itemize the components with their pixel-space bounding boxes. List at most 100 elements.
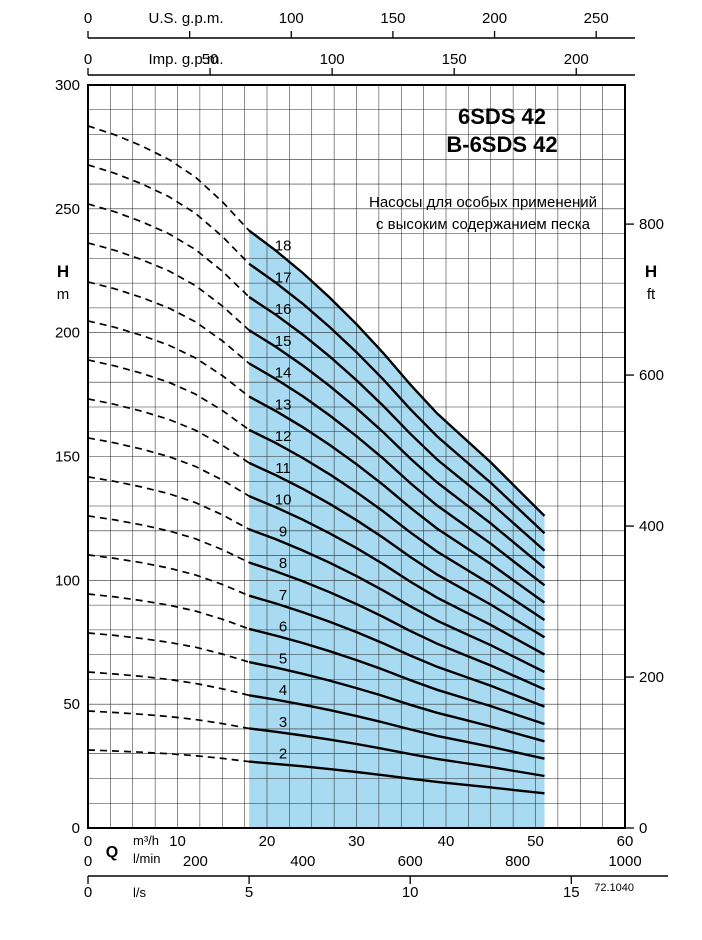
tick-label: 10: [169, 833, 186, 850]
pump-curve-stage-10-solid: [248, 494, 546, 656]
pump-curve-stage-18-solid: [248, 229, 546, 517]
stage-label-15: 15: [275, 333, 292, 350]
pump-curve-stage-14-dashed: [87, 281, 250, 365]
tick-label: 400: [290, 853, 315, 870]
tick-label: 60: [617, 833, 634, 850]
stage-label-10: 10: [275, 492, 292, 509]
pump-curve-stage-7-dashed: [87, 554, 250, 597]
tick-label: 10: [402, 884, 419, 901]
pump-curve-stage-17-dashed: [87, 164, 250, 265]
tick-label: 50: [527, 833, 544, 850]
stage-label-12: 12: [275, 428, 292, 445]
tick-label: 150: [55, 449, 80, 466]
pump-curve-stage-9-dashed: [87, 476, 250, 531]
stage-label-13: 13: [275, 396, 292, 413]
tick-label: 0: [84, 833, 92, 850]
stage-label-8: 8: [279, 555, 287, 572]
top-axis-imp-gpm-title: Imp. g.p.m.: [148, 51, 223, 68]
flow-unit-lmin: l/min: [133, 851, 160, 866]
tick-label: 100: [279, 10, 304, 27]
pump-curve-stage-18-dashed: [87, 125, 250, 232]
tick-label: 50: [202, 51, 219, 68]
pump-curve-stage-13-dashed: [87, 320, 250, 398]
tick-label: 200: [639, 669, 664, 686]
flow-unit-m3h: m³/h: [133, 833, 159, 848]
drawing-code: 72.1040: [594, 882, 634, 894]
pump-curve-stage-4-solid: [248, 694, 545, 760]
chart-subtitle-line2: с высоким содержанием песка: [376, 216, 591, 233]
pump-curve-stage-16-solid: [248, 296, 546, 552]
chart-subtitle-line1: Насосы для особых применений: [369, 194, 597, 211]
tick-label: 0: [639, 820, 647, 837]
stage-label-9: 9: [279, 523, 287, 540]
tick-label: 250: [584, 10, 609, 27]
pump-curve-stage-8-dashed: [87, 515, 250, 564]
stage-label-6: 6: [279, 619, 287, 636]
left-axis-unit: m: [57, 286, 70, 303]
flow-unit-ls: l/s: [133, 885, 147, 900]
chart-title-line1: 6SDS 42: [458, 104, 546, 129]
pump-curve-stage-7-solid: [248, 594, 545, 708]
tick-label: 30: [348, 833, 365, 850]
stage-labels-layer: 2 3 4 5 6 7 8 9 10 11 12 13 14 15 16 17 18: [275, 238, 292, 763]
operating-range-layer: [249, 230, 545, 829]
chart-title-line2: B-6SDS 42: [446, 132, 557, 157]
operating-range-band: [249, 230, 545, 829]
tick-label: 600: [639, 367, 664, 384]
tick-label: 400: [639, 518, 664, 535]
tick-label: 600: [398, 853, 423, 870]
pump-curve-stage-13-solid: [248, 395, 546, 604]
tick-label: 0: [84, 51, 92, 68]
tick-label: 150: [442, 51, 467, 68]
border-layer: [87, 84, 626, 829]
pump-curve-stage-17-solid: [248, 262, 546, 535]
stage-label-17: 17: [275, 269, 292, 286]
pump-curve-stage-5-solid: [248, 660, 545, 743]
tick-label: 200: [183, 853, 208, 870]
pump-curve-stage-15-solid: [248, 329, 546, 569]
tick-label: 0: [84, 10, 92, 27]
tick-label: 100: [55, 572, 80, 589]
pump-curve-stage-5-dashed: [87, 632, 250, 663]
pump-curve-stage-3-dashed: [87, 710, 250, 730]
pump-curve-stage-9-solid: [248, 528, 546, 674]
tick-label: 15: [563, 884, 580, 901]
tick-label: 0: [84, 884, 92, 901]
pump-curve-stage-4-dashed: [87, 671, 250, 697]
tick-label: 250: [55, 201, 80, 218]
flow-axis-symbol: Q: [106, 844, 118, 861]
pump-curve-stage-2-dashed: [87, 749, 250, 763]
stage-label-5: 5: [279, 650, 287, 667]
stage-label-4: 4: [279, 682, 287, 699]
pump-curve-stage-12-solid: [248, 428, 546, 621]
pump-curve-stage-2-solid: [248, 760, 545, 795]
tick-label: 40: [438, 833, 455, 850]
tick-label: 300: [55, 77, 80, 94]
pump-curve-stage-11-solid: [248, 461, 546, 639]
tick-label: 800: [505, 853, 530, 870]
tick-label: 5: [245, 884, 253, 901]
pump-curve-stage-6-solid: [248, 627, 545, 726]
pump-curve-stage-15-dashed: [87, 242, 250, 331]
stage-label-3: 3: [279, 714, 287, 731]
tick-label: 200: [564, 51, 589, 68]
stage-label-14: 14: [275, 365, 292, 382]
tick-label: 0: [84, 853, 92, 870]
tick-label: 800: [639, 216, 664, 233]
stage-label-11: 11: [275, 460, 291, 477]
top-axis-us-gpm-title: U.S. g.p.m.: [148, 10, 223, 27]
pump-curve-stage-6-dashed: [87, 593, 250, 630]
left-axis-symbol: H: [57, 262, 69, 281]
pump-curve-stage-3-solid: [248, 727, 545, 778]
tick-label: 150: [380, 10, 405, 27]
tick-label: 0: [72, 820, 80, 837]
tick-label: 200: [55, 325, 80, 342]
stage-label-2: 2: [279, 746, 287, 763]
tick-label: 20: [259, 833, 276, 850]
pump-curve-stage-16-dashed: [87, 203, 250, 298]
pump-curve-stage-12-dashed: [87, 359, 250, 431]
curves-layer: [87, 125, 546, 795]
